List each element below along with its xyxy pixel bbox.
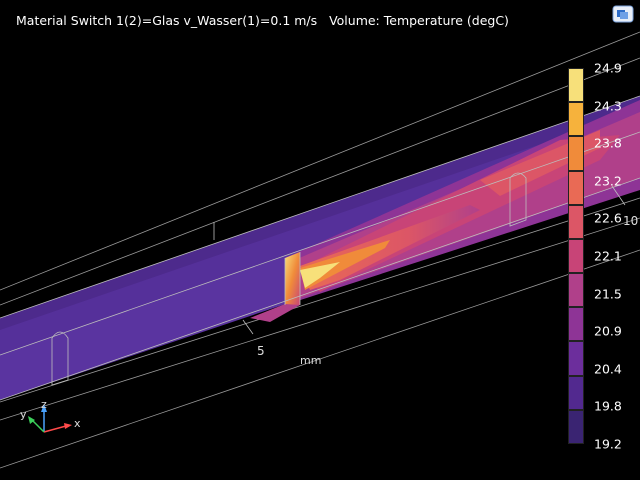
color-legend-label: 22.6 bbox=[594, 210, 622, 226]
axis-unit-label: mm bbox=[300, 354, 322, 367]
color-legend-label: 19.2 bbox=[594, 436, 622, 452]
plot-title: Material Switch 1(2)=Glas v_Wasser(1)=0.… bbox=[16, 13, 509, 28]
color-legend bbox=[568, 68, 584, 444]
outer-box-outline bbox=[0, 31, 640, 469]
color-legend-swatch bbox=[568, 273, 584, 308]
axis-tick-10: 10 bbox=[623, 214, 639, 228]
color-legend-swatch bbox=[568, 307, 584, 342]
triad-x-label: x bbox=[74, 417, 81, 430]
channel-outline bbox=[0, 95, 640, 401]
triad-z-label: z bbox=[41, 398, 47, 411]
color-legend-swatch bbox=[568, 136, 584, 171]
color-legend-swatch bbox=[568, 170, 584, 205]
color-legend-swatch bbox=[568, 204, 584, 239]
color-legend-swatch bbox=[568, 238, 584, 274]
axis-tick-5: 5 bbox=[257, 344, 265, 358]
color-legend-label: 24.3 bbox=[594, 98, 622, 114]
color-legend-label: 23.2 bbox=[594, 173, 622, 189]
channel-domain bbox=[0, 96, 640, 400]
comsol-logo-icon[interactable] bbox=[612, 4, 634, 24]
color-legend-label: 20.9 bbox=[594, 323, 622, 339]
color-legend-label: 23.8 bbox=[594, 135, 622, 151]
color-legend-label: 19.8 bbox=[594, 398, 622, 414]
triad-y-label: y bbox=[20, 408, 27, 421]
color-legend-label: 22.1 bbox=[594, 248, 622, 264]
color-legend-label: 20.4 bbox=[594, 361, 622, 377]
color-legend-swatch bbox=[568, 409, 584, 444]
color-legend-swatch bbox=[568, 341, 584, 376]
color-legend-label: 24.9 bbox=[594, 60, 622, 76]
color-legend-label: 21.5 bbox=[594, 286, 622, 302]
color-legend-swatch bbox=[568, 375, 584, 410]
color-legend-swatch bbox=[568, 102, 584, 137]
axis-triad-icon: z y x bbox=[20, 398, 81, 433]
color-legend-swatch bbox=[568, 68, 584, 103]
